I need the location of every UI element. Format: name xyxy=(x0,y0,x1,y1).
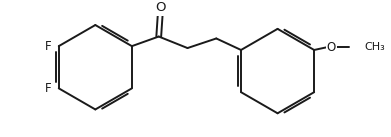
Text: O: O xyxy=(327,41,336,54)
Text: CH₃: CH₃ xyxy=(364,42,385,52)
Text: F: F xyxy=(45,40,51,53)
Text: O: O xyxy=(155,1,166,14)
Text: F: F xyxy=(45,82,51,95)
